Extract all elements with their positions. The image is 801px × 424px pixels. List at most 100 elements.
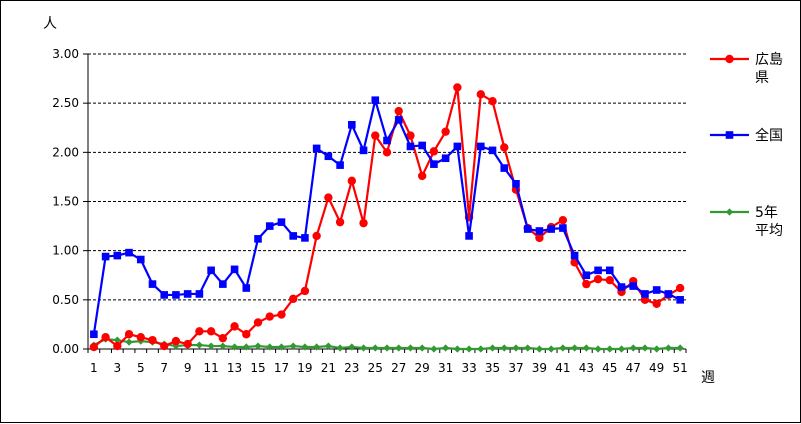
y-tick-label: 2.50 [52, 96, 79, 110]
data-point-national [148, 280, 157, 288]
data-point-national [125, 248, 133, 257]
data-point-five-year-avg [500, 344, 508, 352]
series-five-year-avg [90, 335, 684, 353]
data-point-national [230, 265, 239, 274]
data-point-five-year-avg [254, 342, 262, 350]
data-point-national [547, 225, 555, 233]
legend-marker-hiroshima [725, 54, 734, 64]
data-point-national [183, 290, 192, 298]
data-point-national [465, 232, 473, 240]
legend-marker-five-year-avg [725, 208, 734, 216]
data-point-national [629, 282, 638, 290]
x-tick-label: 37 [508, 361, 523, 375]
data-point-hiroshima [206, 327, 216, 336]
data-point-hiroshima [675, 283, 685, 293]
axes [83, 53, 687, 353]
data-point-national [477, 142, 485, 151]
data-point-five-year-avg [266, 343, 274, 351]
x-tick-label: 7 [160, 361, 168, 375]
data-point-national [406, 142, 415, 151]
x-tick-label: 25 [368, 361, 383, 375]
data-point-five-year-avg [465, 345, 473, 353]
data-point-national [605, 266, 614, 275]
legend-label-national: 全国 [755, 127, 783, 144]
data-point-five-year-avg [336, 344, 344, 352]
data-point-hiroshima [312, 231, 321, 241]
data-point-national [254, 235, 262, 243]
data-point-national [570, 251, 579, 260]
data-point-five-year-avg [477, 345, 485, 353]
legend-label-five-year-avg: 5年 [755, 205, 778, 221]
data-point-national [430, 160, 438, 168]
data-point-five-year-avg [277, 343, 286, 351]
x-tick-label: 47 [626, 361, 641, 375]
data-point-national [359, 146, 368, 155]
x-tick-label: 5 [137, 361, 145, 375]
data-point-hiroshima [453, 83, 462, 92]
y-tick-label: 0.00 [52, 342, 79, 356]
data-point-five-year-avg [535, 345, 544, 353]
y-tick-label: 0.50 [52, 293, 79, 307]
data-point-hiroshima [183, 339, 192, 349]
legend-label-hiroshima: 広島 [755, 52, 783, 68]
data-point-national [652, 286, 661, 294]
x-tick-label: 29 [415, 361, 430, 375]
data-point-hiroshima [324, 193, 333, 202]
data-point-hiroshima [124, 330, 134, 339]
series-line-national [92, 99, 681, 335]
x-tick-label: 45 [602, 361, 617, 375]
data-point-national [265, 222, 274, 230]
data-point-national [172, 291, 180, 299]
data-point-national [559, 224, 567, 232]
x-tick-label: 11 [203, 361, 218, 375]
y-axis-label: 人 [43, 16, 57, 32]
data-point-five-year-avg [641, 344, 649, 352]
data-point-national [371, 96, 380, 105]
legend-marker-national [725, 131, 734, 139]
data-point-five-year-avg [383, 344, 391, 352]
data-point-five-year-avg [676, 344, 684, 352]
data-point-hiroshima [347, 176, 357, 186]
data-point-national [453, 142, 462, 151]
legend-item-hiroshima: 広島県 [710, 52, 783, 86]
y-tick-label: 1.00 [52, 244, 79, 258]
data-point-hiroshima [371, 131, 380, 140]
data-point-national [301, 234, 309, 242]
data-point-hiroshima [171, 336, 181, 346]
data-point-five-year-avg [653, 345, 661, 353]
data-point-five-year-avg [289, 342, 297, 350]
data-point-five-year-avg [207, 342, 215, 350]
data-point-national [523, 225, 532, 233]
data-point-five-year-avg [195, 341, 203, 349]
data-point-hiroshima [582, 279, 591, 289]
data-point-hiroshima [429, 147, 439, 156]
data-point-hiroshima [300, 286, 310, 296]
data-point-five-year-avg [488, 344, 497, 352]
x-tick-label: 19 [297, 361, 312, 375]
series-line-hiroshima [93, 86, 681, 348]
x-tick-label: 3 [113, 361, 121, 375]
data-point-five-year-avg [524, 344, 532, 352]
data-point-national [312, 144, 321, 153]
data-point-hiroshima [605, 275, 614, 285]
data-point-hiroshima [89, 342, 99, 352]
data-point-five-year-avg [242, 343, 250, 351]
data-point-five-year-avg [442, 344, 450, 352]
y-tick-label: 3.00 [52, 47, 79, 61]
data-point-five-year-avg [453, 345, 461, 353]
x-tick-label: 9 [184, 361, 192, 375]
data-point-five-year-avg [629, 344, 637, 352]
data-point-national [418, 141, 426, 150]
data-point-five-year-avg [547, 345, 555, 353]
data-point-hiroshima [242, 330, 251, 339]
data-point-hiroshima [230, 322, 239, 331]
x-tick-label: 13 [227, 361, 242, 375]
data-point-hiroshima [476, 90, 486, 99]
data-point-hiroshima [160, 341, 169, 351]
data-point-hiroshima [488, 97, 497, 106]
data-point-five-year-avg [125, 338, 133, 346]
x-tick-label: 51 [672, 361, 687, 375]
series-hiroshima [89, 83, 685, 352]
data-point-five-year-avg [406, 344, 415, 352]
